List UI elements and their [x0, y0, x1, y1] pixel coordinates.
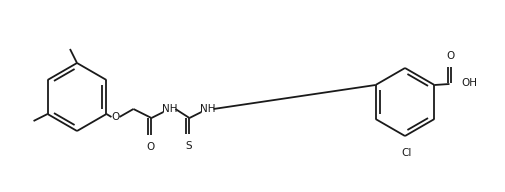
Text: O: O — [146, 142, 154, 152]
Text: Cl: Cl — [401, 148, 412, 158]
Text: S: S — [185, 141, 191, 151]
Text: NH: NH — [162, 104, 177, 114]
Text: O: O — [445, 51, 453, 61]
Text: O: O — [111, 112, 119, 122]
Text: OH: OH — [461, 78, 477, 88]
Text: NH: NH — [199, 104, 215, 114]
